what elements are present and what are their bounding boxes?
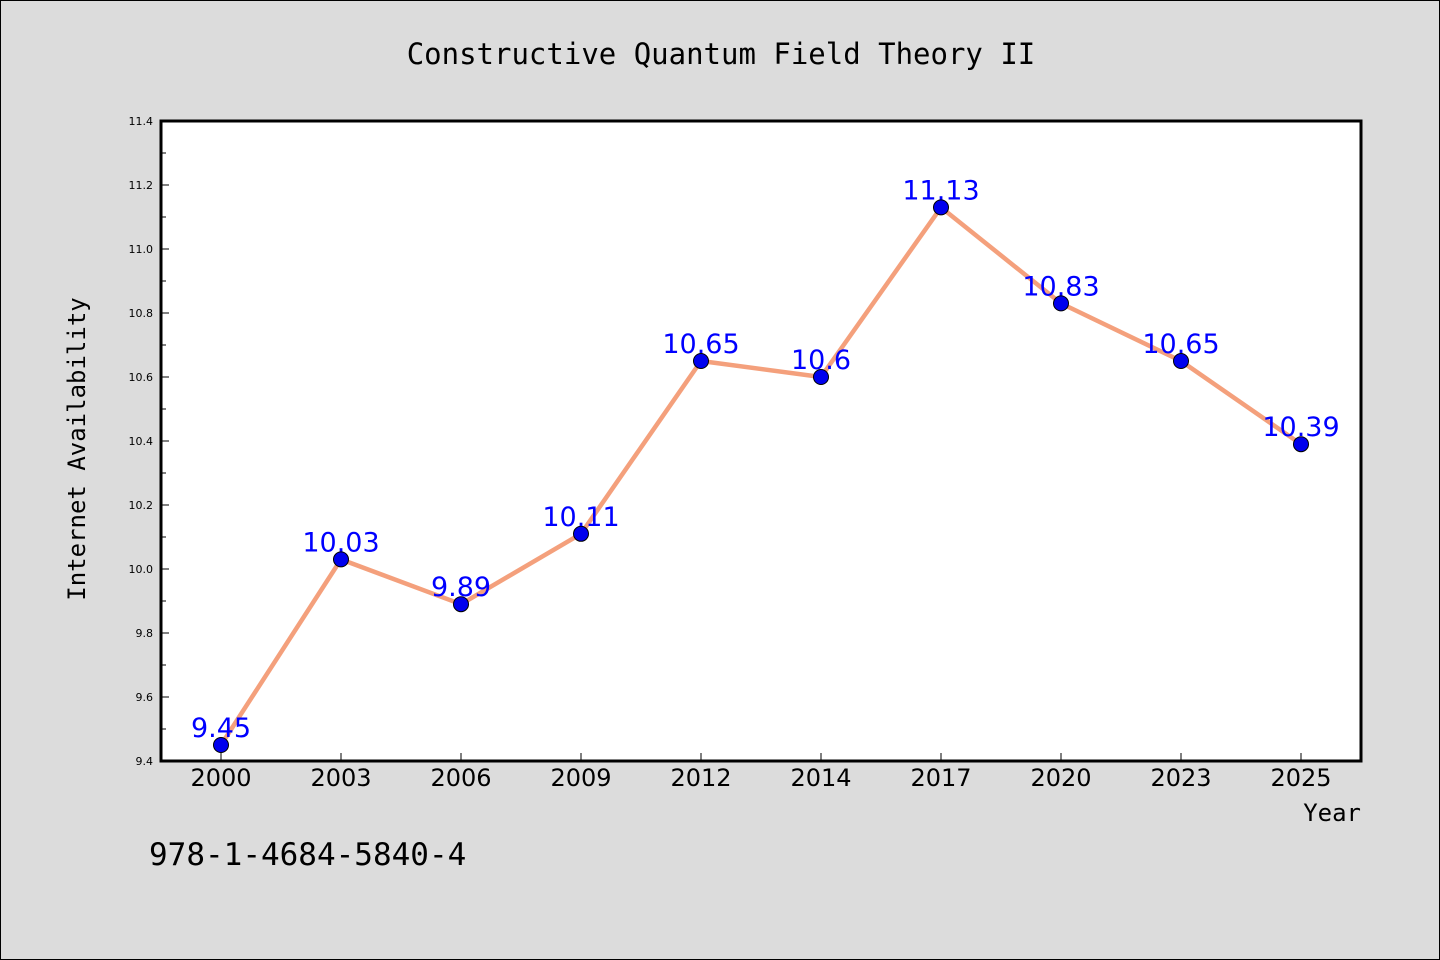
data-point-marker bbox=[1173, 353, 1189, 369]
data-label: 11.13 bbox=[902, 175, 979, 206]
y-tick-label: 11.0 bbox=[129, 243, 154, 256]
y-tick-label: 11.2 bbox=[129, 179, 154, 192]
y-axis: 9.4 9.6 9.8 10.0 10.2 10.4 10.6 10.8 11.0 11.2 11.… bbox=[129, 115, 169, 768]
y-tick-label: 10.0 bbox=[129, 563, 154, 576]
x-tick-label: 2000 bbox=[190, 764, 251, 792]
data-point-marker bbox=[693, 353, 709, 369]
x-axis: 2000 2003 2006 2009 2012 2014 2017 2020 2023 2025 bbox=[190, 753, 1332, 792]
data-point-marker bbox=[333, 551, 349, 568]
data-label: 10.6 bbox=[791, 345, 851, 376]
data-point-marker bbox=[1293, 436, 1309, 453]
x-tick-label: 2009 bbox=[550, 764, 611, 792]
x-axis-label: Year bbox=[1303, 799, 1361, 827]
y-tick-label: 10.4 bbox=[129, 435, 154, 448]
y-tick-label: 10.8 bbox=[129, 307, 154, 320]
data-label: 10.39 bbox=[1262, 412, 1339, 443]
series-layer: 9.45 10.03 9.89 10.11 10.65 10.6 11.13 10.83 10.… bbox=[191, 175, 1340, 753]
y-tick-label: 11.4 bbox=[129, 115, 154, 128]
data-label: 10.03 bbox=[302, 527, 379, 558]
x-tick-label: 2003 bbox=[310, 764, 371, 792]
data-label: 10.65 bbox=[1142, 329, 1219, 360]
chart-title: Constructive Quantum Field Theory II bbox=[407, 37, 1036, 71]
data-point-marker bbox=[1053, 295, 1069, 312]
data-label: 10.65 bbox=[662, 329, 739, 360]
data-point-marker bbox=[213, 737, 229, 753]
y-tick-label: 9.6 bbox=[136, 691, 154, 704]
data-point-marker bbox=[933, 199, 949, 216]
series-line bbox=[218, 205, 1304, 748]
data-label: 9.45 bbox=[191, 713, 251, 744]
data-point-marker bbox=[573, 525, 589, 542]
data-label: 10.11 bbox=[542, 502, 619, 533]
y-tick-label: 9.8 bbox=[136, 627, 154, 640]
x-tick-label: 2017 bbox=[910, 764, 971, 792]
data-point-marker bbox=[453, 596, 469, 613]
x-tick-label: 2020 bbox=[1030, 764, 1091, 792]
data-label: 10.83 bbox=[1022, 271, 1099, 302]
x-tick-label: 2025 bbox=[1270, 764, 1331, 792]
plot-area bbox=[159, 119, 1363, 763]
y-tick-label: 9.4 bbox=[136, 755, 154, 768]
data-label: 9.89 bbox=[431, 572, 491, 603]
y-tick-label: 10.2 bbox=[129, 499, 154, 512]
x-tick-label: 2012 bbox=[670, 764, 731, 792]
x-tick-label: 2023 bbox=[1150, 764, 1211, 792]
footer-isbn: 978-1-4684-5840-4 bbox=[149, 837, 466, 873]
data-point-marker bbox=[813, 369, 829, 385]
y-tick-label: 10.6 bbox=[129, 371, 154, 384]
x-tick-label: 2006 bbox=[430, 764, 491, 792]
x-tick-label: 2014 bbox=[790, 764, 851, 792]
y-axis-label: Internet Availability bbox=[63, 297, 91, 600]
